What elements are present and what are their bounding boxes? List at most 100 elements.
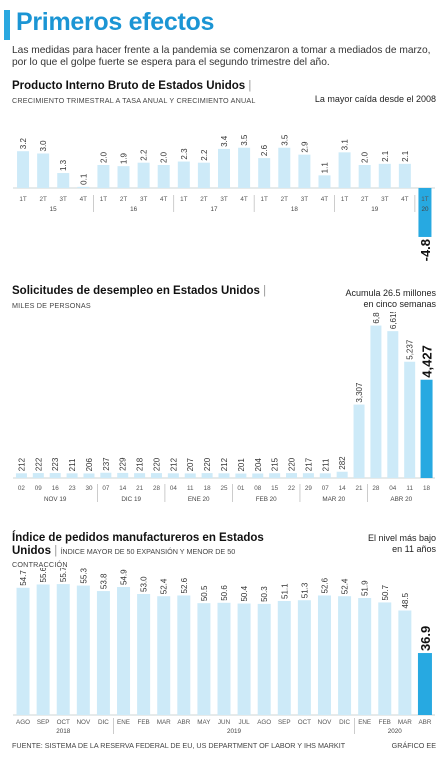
mfg-value-label: 52.6 [180, 577, 189, 593]
gdp-value-label: 2.1 [381, 150, 390, 162]
mfg-bar [398, 610, 412, 715]
claims-bar [269, 473, 281, 478]
mfg-tick-label: JUL [238, 719, 250, 726]
gdp-bar [338, 152, 351, 188]
claims-bar [218, 473, 230, 478]
claims-value-label: 5,237 [406, 339, 415, 360]
claims-note-line1: Acumula 26.5 millones [345, 288, 436, 298]
mfg-tick-label: ENE [117, 719, 130, 726]
claims-chart-title: Solicitudes de desempleo en Estados Unid… [12, 285, 266, 297]
gdp-value-label: 1.9 [120, 152, 129, 164]
gdp-bar [238, 147, 251, 188]
gdp-tick-label: 3T [381, 196, 389, 203]
gdp-bar [157, 165, 170, 188]
gdp-bar [77, 186, 90, 188]
gdp-value-label: 3.0 [39, 140, 48, 152]
gdp-value-label: 2.6 [260, 144, 269, 156]
claims-note-line2: en cinco semanas [363, 299, 436, 309]
mfg-bar [137, 594, 151, 715]
mfg-bar [257, 603, 271, 715]
gdp-tick-label: 1T [261, 196, 269, 203]
gdp-value-label: 2.0 [160, 151, 169, 163]
claims-value-label: 3,307 [355, 382, 364, 403]
claims-value-label: 4,427 [420, 345, 435, 378]
gdp-value-label: 2.1 [401, 150, 410, 162]
gdp-tick-label: 4T [401, 196, 409, 203]
claims-tick-label: 07 [102, 485, 110, 492]
claims-value-label: 6,615 [389, 312, 398, 329]
claims-bar [15, 473, 27, 478]
gdp-group-label: 18 [291, 206, 299, 213]
gdp-value-label: 2.2 [140, 149, 149, 161]
mfg-bar [76, 585, 90, 715]
mfg-tick-label: NOV [318, 719, 332, 726]
gdp-value-label: 0.1 [79, 173, 88, 185]
mfg-bar [157, 596, 171, 715]
gdp-group-label: 16 [130, 206, 138, 213]
claims-tick-label: 29 [305, 485, 313, 492]
claims-bar [387, 331, 399, 478]
gdp-bar [37, 153, 50, 188]
claims-tick-label: 04 [389, 485, 397, 492]
gdp-value-label: 3.5 [240, 134, 249, 146]
manufacturing-note-line1: El nivel más bajo [367, 533, 436, 543]
claims-bar [252, 473, 264, 478]
mfg-value-label: 52.4 [160, 578, 169, 594]
mfg-bar [358, 598, 372, 715]
gdp-tick-label: 1T [341, 196, 349, 203]
mfg-value-label: 52.6 [320, 577, 329, 593]
gdp-tick-label: 3T [220, 196, 228, 203]
gdp-tick-label: 4T [240, 196, 248, 203]
mfg-bar [417, 653, 432, 715]
mfg-tick-label: MAR [157, 719, 171, 726]
mfg-tick-label: OCT [57, 719, 70, 726]
manufacturing-subtitle-inline: ÍNDICE MAYOR DE 50 EXPANSIÓN Y MENOR DE … [60, 547, 236, 556]
claims-group-label: ABR 20 [390, 496, 412, 503]
mfg-value-label: 53.0 [140, 576, 149, 592]
claims-value-label: 222 [34, 457, 43, 471]
mfg-tick-label: AGO [257, 719, 271, 726]
page-title: Primeros efectos [16, 8, 215, 36]
claims-tick-label: 18 [204, 485, 212, 492]
claims-tick-label: 14 [339, 485, 347, 492]
gdp-bar [177, 161, 190, 188]
mfg-bar [117, 587, 131, 715]
mfg-value-label: 50.6 [220, 585, 229, 601]
gdp-tick-label: 2T [39, 196, 47, 203]
gdp-bar [117, 166, 130, 188]
claims-bar [286, 473, 298, 478]
gdp-bar [278, 147, 291, 188]
gdp-chart-title-text: Producto Interno Bruto de Estados Unidos [12, 80, 246, 92]
claims-bar [66, 473, 78, 478]
claims-tick-label: 28 [153, 485, 161, 492]
claims-value-label: 207 [186, 458, 195, 472]
mfg-bar [36, 584, 50, 715]
gdp-bar [318, 175, 331, 188]
mfg-bar [56, 584, 70, 715]
mfg-bar [378, 602, 392, 715]
claims-value-label: 218 [136, 457, 145, 471]
claims-bar [100, 472, 112, 478]
mfg-tick-label: ABR [177, 719, 190, 726]
claims-bar [83, 473, 95, 478]
claims-value-label: 229 [119, 457, 128, 471]
claims-value-label: 204 [254, 458, 263, 472]
mfg-bar [277, 600, 291, 715]
claims-tick-label: 15 [271, 485, 279, 492]
mfg-value-label: 54.7 [19, 570, 28, 586]
mfg-tick-label: ABR [418, 719, 431, 726]
mfg-tick-label: FEB [379, 719, 391, 726]
claims-bar [319, 473, 331, 478]
claims-tick-label: 18 [423, 485, 431, 492]
title-divider: | [248, 80, 252, 92]
gdp-bar [17, 151, 30, 188]
claims-bar [201, 473, 213, 478]
manufacturing-title-line2: Unidos [12, 545, 51, 557]
gdp-value-label: 2.0 [361, 151, 370, 163]
claims-bar [370, 325, 382, 478]
gdp-bar [358, 165, 371, 188]
claims-value-label: 211 [321, 458, 330, 471]
claims-value-label: 212 [169, 457, 178, 471]
gdp-value-label: 1.1 [320, 162, 329, 174]
gdp-tick-label: 3T [60, 196, 68, 203]
